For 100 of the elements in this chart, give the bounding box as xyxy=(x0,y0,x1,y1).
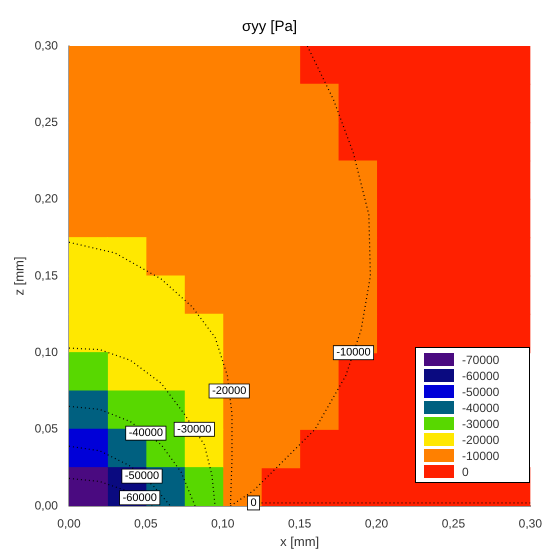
point xyxy=(338,390,378,430)
point xyxy=(376,352,416,392)
point xyxy=(145,352,185,392)
point xyxy=(145,275,185,315)
point xyxy=(68,160,108,200)
point xyxy=(376,237,416,277)
point xyxy=(184,467,224,506)
point xyxy=(491,84,530,124)
point xyxy=(106,237,146,277)
point xyxy=(68,275,108,315)
y-tick-label: 0,15 xyxy=(34,268,58,282)
point xyxy=(299,122,339,162)
point xyxy=(184,275,224,315)
point xyxy=(184,237,224,277)
series-label: 0 xyxy=(250,496,257,509)
point xyxy=(68,352,108,392)
point xyxy=(106,314,146,354)
chart-title: σyy [Pa] xyxy=(242,18,298,36)
point xyxy=(376,160,416,200)
point xyxy=(299,467,339,506)
y-tick-label: 0,10 xyxy=(34,344,58,359)
point xyxy=(338,122,378,162)
x-tick-label: 0,10 xyxy=(211,516,235,531)
point xyxy=(260,46,300,85)
point xyxy=(68,428,108,468)
x-axis-title: x [mm] xyxy=(280,534,320,549)
point xyxy=(338,84,378,124)
point xyxy=(376,275,416,315)
point xyxy=(145,198,185,238)
y-tick-label: 0,25 xyxy=(34,114,58,129)
point xyxy=(106,275,146,315)
series-label: -40000 xyxy=(128,427,163,440)
point xyxy=(338,467,378,506)
point xyxy=(376,314,416,354)
point xyxy=(376,467,416,506)
point xyxy=(338,198,378,238)
y-tick-label: 0,00 xyxy=(34,498,58,512)
legend-label: -70000 xyxy=(462,352,500,367)
point xyxy=(491,275,530,315)
point xyxy=(338,46,378,85)
point xyxy=(260,390,300,430)
y-tick-label: 0,20 xyxy=(34,192,58,206)
point xyxy=(222,46,262,85)
point xyxy=(68,314,108,354)
legend-label: -50000 xyxy=(462,384,500,399)
point xyxy=(145,46,185,85)
x-tick-label: 0,20 xyxy=(364,516,389,531)
legend-label: -10000 xyxy=(462,448,500,463)
series-label: -60000 xyxy=(122,492,157,504)
legend-label: -60000 xyxy=(462,368,500,383)
point xyxy=(491,122,530,162)
point xyxy=(338,237,378,277)
point xyxy=(260,84,300,124)
legend-label: -20000 xyxy=(462,432,500,447)
point xyxy=(376,122,416,162)
series-label: -10000 xyxy=(336,346,371,359)
point xyxy=(106,352,146,392)
point xyxy=(68,122,108,162)
y-axis-title: z [mm] xyxy=(11,256,26,296)
point xyxy=(491,160,530,200)
point xyxy=(106,198,146,238)
x-tick-label: 0,30 xyxy=(518,516,542,531)
point xyxy=(68,198,108,238)
point xyxy=(145,237,185,277)
point xyxy=(145,314,185,354)
point xyxy=(68,46,108,85)
point xyxy=(299,46,339,85)
point xyxy=(491,46,530,85)
point xyxy=(68,390,108,430)
legend-label: -30000 xyxy=(462,416,500,431)
point xyxy=(338,428,378,468)
y-tick-label: 0,05 xyxy=(34,422,58,436)
point xyxy=(222,428,262,468)
series-label: -20000 xyxy=(212,385,246,398)
x-tick-label: 0,00 xyxy=(57,516,81,531)
point xyxy=(299,390,339,430)
x-tick-label: 0,05 xyxy=(134,516,158,531)
point xyxy=(452,46,492,85)
point xyxy=(338,275,378,315)
point xyxy=(68,84,108,124)
series-label: -50000 xyxy=(124,470,160,482)
point xyxy=(299,160,339,200)
point xyxy=(68,467,108,506)
point xyxy=(68,237,108,277)
legend-label: 0 xyxy=(462,464,469,479)
point xyxy=(376,198,416,238)
point xyxy=(222,275,262,315)
legend-label: -40000 xyxy=(462,400,500,415)
point xyxy=(222,314,262,354)
point xyxy=(491,198,530,238)
point xyxy=(376,390,416,430)
x-tick-label: 0,15 xyxy=(288,516,312,531)
point xyxy=(414,46,454,85)
legend-label: -30000 xyxy=(177,423,212,436)
point xyxy=(184,314,224,354)
point xyxy=(260,467,300,506)
y-tick-label: 0,30 xyxy=(34,38,58,52)
point xyxy=(184,46,224,85)
point xyxy=(106,46,146,85)
point xyxy=(376,428,416,468)
